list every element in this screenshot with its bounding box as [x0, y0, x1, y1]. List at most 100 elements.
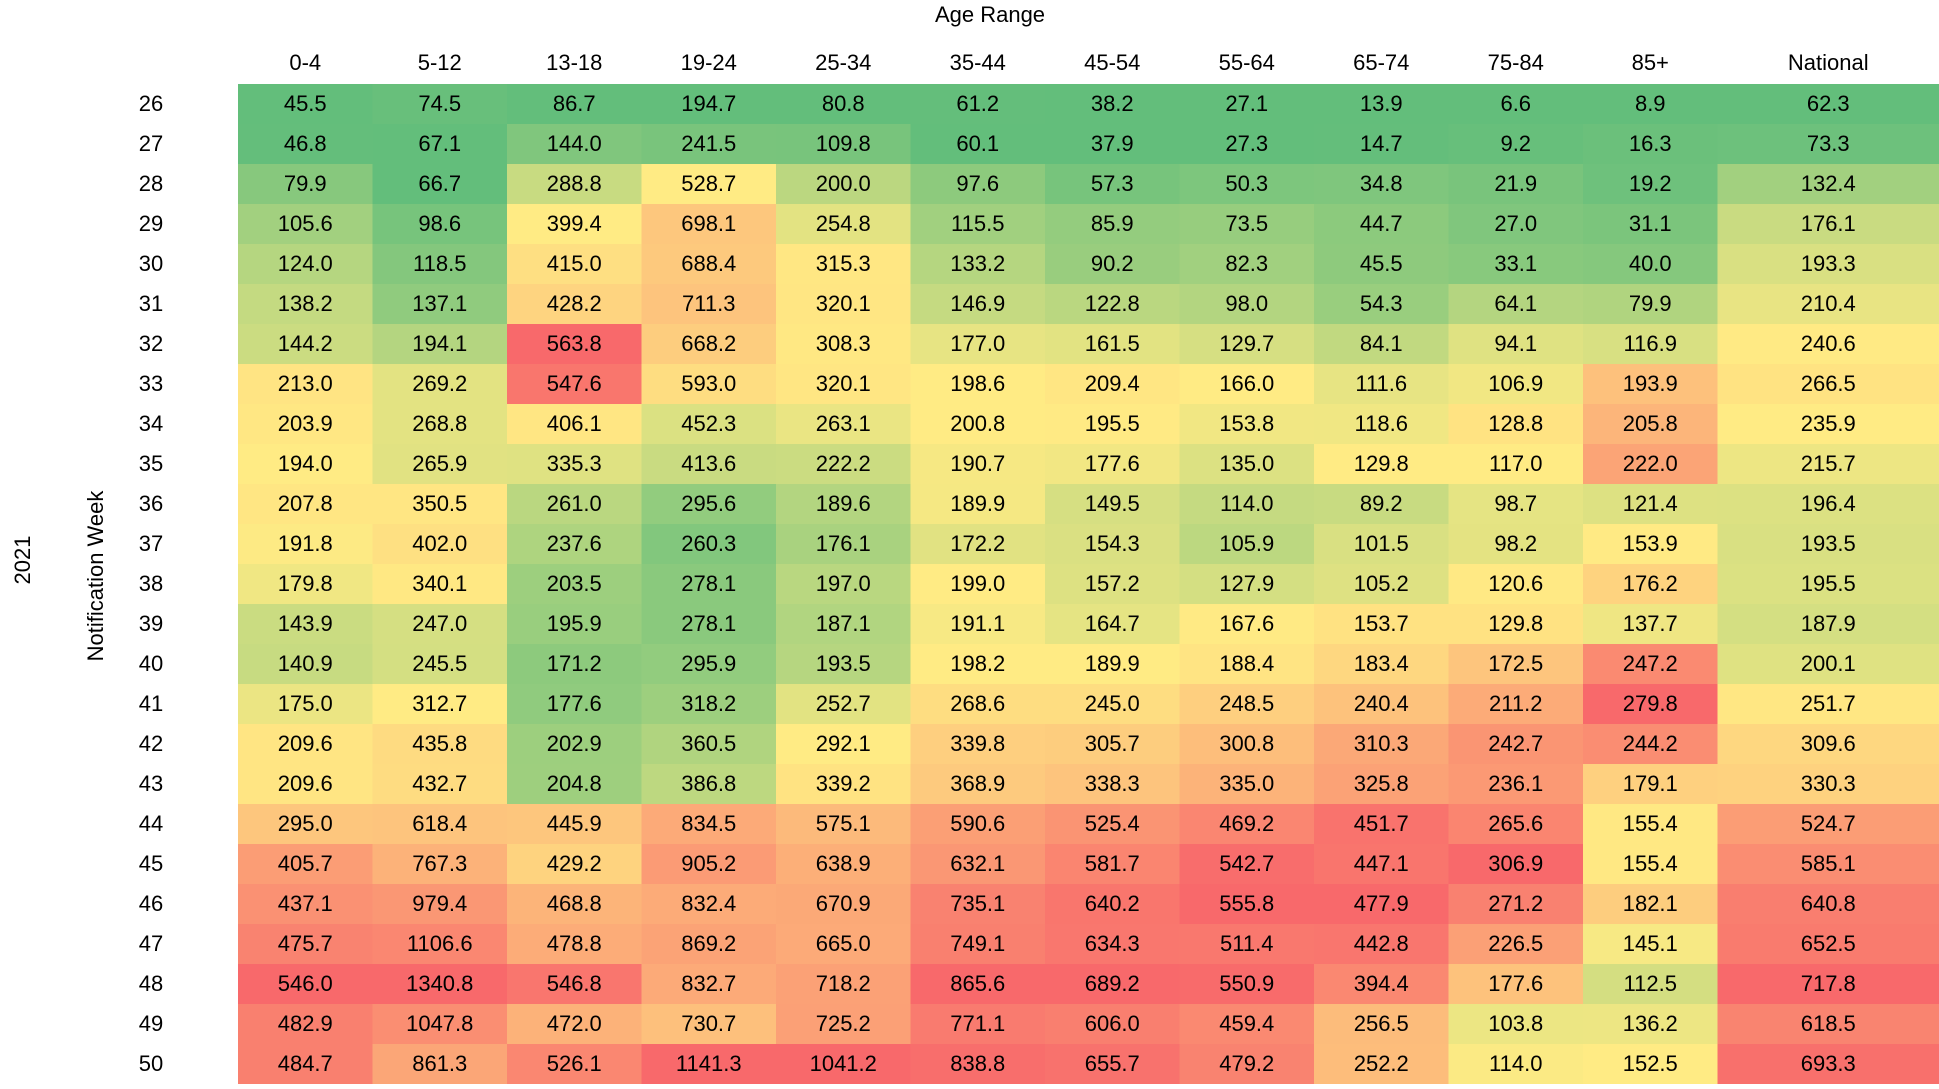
cell-label: 338.3 — [1085, 771, 1140, 796]
cell-label: 136.2 — [1623, 1011, 1678, 1036]
heat-cell — [1045, 84, 1180, 124]
cell-label: 200.0 — [816, 171, 871, 196]
heat-cell — [1583, 84, 1718, 124]
cell-label: 339.8 — [950, 731, 1005, 756]
cell-label: 718.2 — [816, 971, 871, 996]
cell-label: 38.2 — [1091, 91, 1134, 116]
heat-cell — [1448, 644, 1583, 684]
heat-cell — [1717, 884, 1939, 924]
column-label: 25-34 — [815, 50, 871, 75]
cell-label: 320.1 — [816, 371, 871, 396]
heat-cell — [372, 804, 507, 844]
heat-cell — [776, 204, 911, 244]
cell-label: 318.2 — [681, 691, 736, 716]
heat-cell — [1045, 924, 1180, 964]
heat-cell — [1448, 124, 1583, 164]
heat-cell — [776, 764, 911, 804]
cell-label: 640.2 — [1085, 891, 1140, 916]
cell-label: 435.8 — [412, 731, 467, 756]
cell-label: 115.5 — [951, 211, 1004, 236]
heat-cell — [1583, 524, 1718, 564]
heat-cell — [1045, 284, 1180, 324]
heat-cell — [1314, 724, 1449, 764]
cell-label: 547.6 — [547, 371, 602, 396]
column-label: 65-74 — [1353, 50, 1409, 75]
cell-label: 563.8 — [547, 331, 602, 356]
heat-cell — [1717, 964, 1939, 1004]
heat-cell — [1314, 1004, 1449, 1044]
cell-label: 511.4 — [1220, 931, 1273, 956]
heat-cell — [372, 764, 507, 804]
heat-cell — [372, 284, 507, 324]
cell-label: 278.1 — [681, 571, 736, 596]
heat-cell — [1583, 604, 1718, 644]
heat-cell — [1314, 804, 1449, 844]
heat-cell — [910, 724, 1045, 764]
heat-cell — [1314, 764, 1449, 804]
cell-label: 735.1 — [950, 891, 1005, 916]
heat-cell — [238, 844, 373, 884]
cell-label: 838.8 — [950, 1051, 1005, 1076]
heat-cell — [1583, 804, 1718, 844]
heat-cell — [1179, 284, 1314, 324]
heat-cell — [1583, 404, 1718, 444]
heat-cell — [1179, 764, 1314, 804]
heat-cell — [1717, 444, 1939, 484]
heat-cell — [1045, 524, 1180, 564]
cell-label: 122.8 — [1085, 291, 1140, 316]
heat-cell — [1717, 684, 1939, 724]
heat-cell — [1179, 124, 1314, 164]
cell-label: 193.3 — [1801, 251, 1856, 276]
heat-cell — [238, 604, 373, 644]
cell-label: 252.2 — [1354, 1051, 1409, 1076]
heat-cell — [1717, 484, 1939, 524]
cell-label: 668.2 — [681, 331, 736, 356]
heat-cell — [1717, 604, 1939, 644]
cell-label: 149.5 — [1085, 491, 1140, 516]
cell-label: 106.9 — [1488, 371, 1543, 396]
heat-cell — [1314, 204, 1449, 244]
heat-cell — [507, 604, 642, 644]
heat-cell — [238, 84, 373, 124]
row-label: 50 — [139, 1051, 163, 1076]
heat-cell — [641, 724, 776, 764]
cell-label: 176.1 — [816, 531, 871, 556]
cell-label: 175.0 — [278, 691, 333, 716]
heat-cell — [372, 324, 507, 364]
cell-label: 194.0 — [278, 451, 333, 476]
heat-cell — [1717, 1004, 1939, 1044]
heat-cell — [1314, 444, 1449, 484]
cell-label: 315.3 — [816, 251, 871, 276]
row-label: 32 — [139, 331, 163, 356]
heat-cell — [776, 684, 911, 724]
heat-cell — [910, 1004, 1045, 1044]
heat-cell — [372, 684, 507, 724]
column-label: National — [1788, 50, 1869, 75]
heat-cell — [641, 204, 776, 244]
heat-cell — [776, 484, 911, 524]
cell-label: 1141.3 — [676, 1051, 742, 1076]
cell-label: 190.7 — [950, 451, 1005, 476]
heat-cell — [372, 364, 507, 404]
cell-label: 268.6 — [950, 691, 1005, 716]
heat-cell — [641, 324, 776, 364]
cell-label: 86.7 — [553, 91, 596, 116]
heat-cell — [1314, 524, 1449, 564]
heat-cell — [1717, 84, 1939, 124]
cell-label: 153.8 — [1219, 411, 1274, 436]
cell-label: 265.9 — [412, 451, 467, 476]
cell-label: 415.0 — [547, 251, 602, 276]
cell-label: 138.2 — [278, 291, 333, 316]
heat-cell — [1179, 324, 1314, 364]
heat-cell — [1717, 364, 1939, 404]
heat-cell — [1717, 404, 1939, 444]
heat-cell — [776, 804, 911, 844]
cell-label: 482.9 — [278, 1011, 333, 1036]
heat-cell — [910, 84, 1045, 124]
cell-label: 459.4 — [1219, 1011, 1274, 1036]
heat-cell — [1448, 1004, 1583, 1044]
cell-label: 34.8 — [1360, 171, 1403, 196]
cell-label: 222.0 — [1623, 451, 1678, 476]
heat-cell — [507, 444, 642, 484]
cell-label: 295.6 — [681, 491, 736, 516]
